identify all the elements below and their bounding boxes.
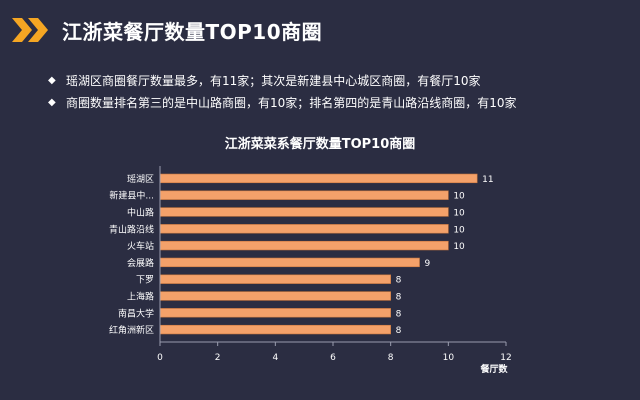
x-axis-label: 餐厅数 <box>479 363 508 375</box>
page-title: 江浙菜餐厅数量TOP10商圈 <box>62 20 323 44</box>
bar-value-label: 11 <box>482 175 493 185</box>
bar <box>159 240 449 251</box>
bar-value-label: 10 <box>453 225 465 235</box>
bar-value-label: 10 <box>453 242 465 252</box>
bar-chart-svg: 江浙菜菜系餐厅数量TOP10商圈 11 10 10 10 10 9 8 8 8 8 瑶湖区新建县中… <box>109 136 512 375</box>
x-tick-label: 12 <box>500 353 511 363</box>
x-tick-label: 4 <box>272 353 278 363</box>
category-label: 南昌大学 <box>118 307 154 319</box>
x-tick-label: 2 <box>215 353 221 363</box>
bar-value-label: 10 <box>453 192 465 202</box>
bar-value-label: 8 <box>396 293 402 303</box>
bar-value-label: 8 <box>396 309 402 319</box>
chart-title: 江浙菜菜系餐厅数量TOP10商圈 <box>225 136 416 152</box>
category-label: 会展路 <box>127 257 154 269</box>
category-label: 中山路 <box>127 207 154 219</box>
category-label: 红角洲新区 <box>109 324 154 336</box>
bar <box>159 207 449 217</box>
diamond-icon: ◆ <box>48 97 56 108</box>
bar-chart: 江浙菜菜系餐厅数量TOP10商圈 11 10 10 10 10 9 8 8 8 8 瑶湖区新建县中… <box>0 130 640 400</box>
category-label: 瑶湖区 <box>127 173 154 185</box>
double-chevron-right-icon <box>12 18 48 42</box>
bar <box>159 324 391 335</box>
bar <box>159 257 420 268</box>
summary-text: 商圈数量排名第三的是中山路商圈，有10家；排名第四的是青山路沿线商圈，有10家 <box>66 96 517 110</box>
x-tick-label: 8 <box>388 353 394 363</box>
category-label: 新建县中... <box>109 190 154 202</box>
category-label: 下罗 <box>136 275 154 286</box>
category-label: 青山路沿线 <box>109 223 154 235</box>
bar <box>159 224 449 234</box>
x-tick-label: 6 <box>330 353 336 363</box>
bars-group: 11 10 10 10 10 9 8 8 8 8 <box>159 173 494 336</box>
bar <box>159 291 391 301</box>
bar <box>159 274 391 284</box>
x-tick-label: 10 <box>443 353 455 363</box>
x-tick-label: 0 <box>157 353 163 363</box>
diamond-icon: ◆ <box>48 75 56 86</box>
header: 江浙菜餐厅数量TOP10商圈 <box>0 10 640 50</box>
summary-item: ◆ 商圈数量排名第三的是中山路商圈，有10家；排名第四的是青山路沿线商圈，有10… <box>40 92 630 114</box>
bar-value-label: 10 <box>453 209 465 219</box>
bar-value-label: 9 <box>425 259 431 269</box>
bar <box>159 173 478 184</box>
category-label: 火车站 <box>127 240 154 252</box>
bar <box>159 308 391 318</box>
bar <box>159 190 449 200</box>
bar-value-label: 8 <box>396 326 402 336</box>
bar-value-label: 8 <box>396 276 402 286</box>
summary-list: ◆ 瑶湖区商圈餐厅数量最多，有11家；其次是新建县中心城区商圈，有餐厅10家 ◆… <box>40 70 630 114</box>
summary-item: ◆ 瑶湖区商圈餐厅数量最多，有11家；其次是新建县中心城区商圈，有餐厅10家 <box>40 70 630 92</box>
category-label: 上海路 <box>127 291 154 303</box>
summary-text: 瑶湖区商圈餐厅数量最多，有11家；其次是新建县中心城区商圈，有餐厅10家 <box>66 74 481 88</box>
